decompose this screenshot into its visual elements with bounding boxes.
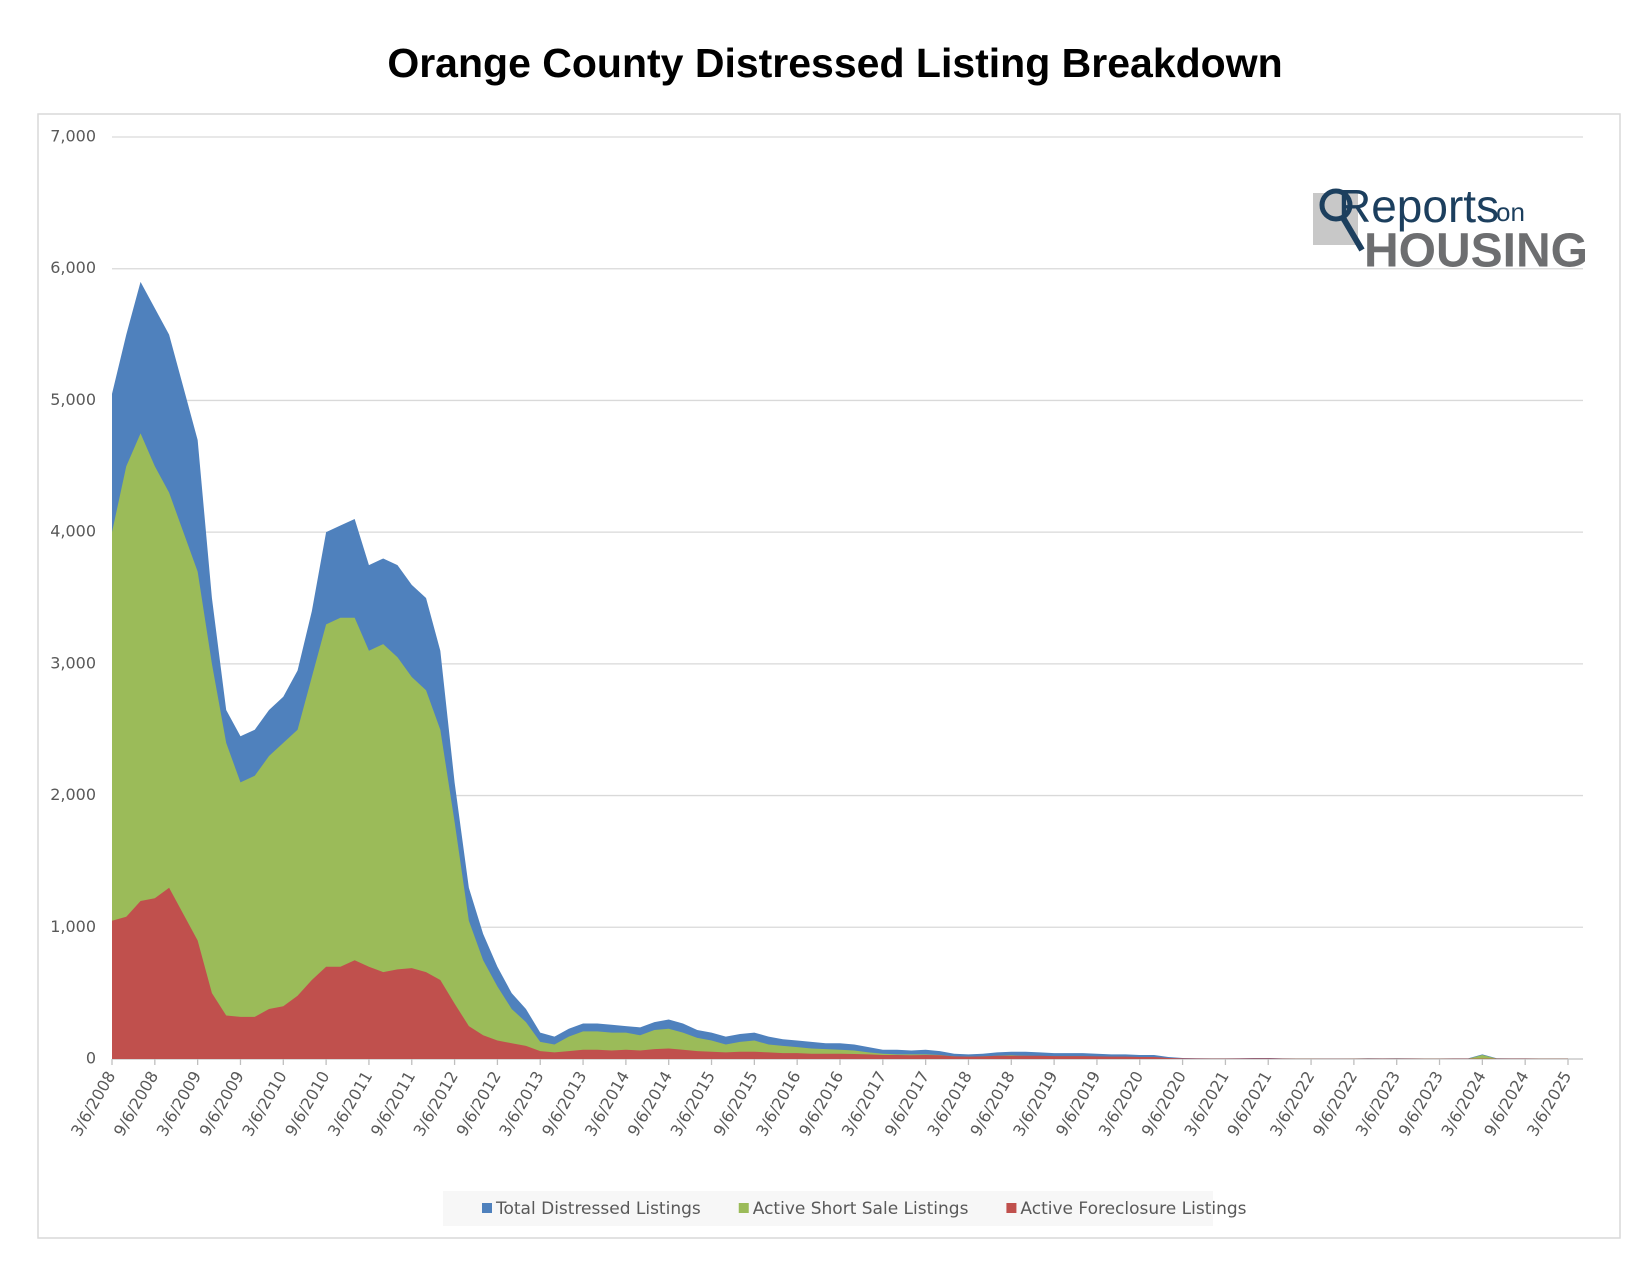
logo-text: Reports: [1338, 180, 1499, 232]
y-tick-label: 1,000: [50, 917, 96, 936]
logo-shape: [1319, 188, 1353, 222]
legend-swatch: [482, 1203, 492, 1213]
y-tick-label: 2,000: [50, 785, 96, 804]
legend-label: Active Short Sale Listings: [753, 1199, 969, 1219]
y-tick-label: 0: [86, 1049, 96, 1068]
chart-title: Orange County Distressed Listing Breakdo…: [387, 40, 1282, 86]
legend-label: Total Distressed Listings: [495, 1199, 701, 1219]
legend-box: [443, 1191, 1213, 1226]
y-tick-label: 3,000: [50, 653, 96, 672]
area: [112, 887, 1568, 1059]
legend-swatch: [738, 1203, 749, 1213]
legend-label: Active Foreclosure Listings: [1020, 1199, 1246, 1219]
y-tick-label: 4,000: [50, 522, 96, 541]
legend-swatch: [1006, 1203, 1017, 1213]
logo-text: on: [1496, 197, 1525, 227]
logo-shape: [1339, 214, 1365, 252]
y-tick-label: 6,000: [50, 258, 96, 277]
y-tick-label: 7,000: [50, 127, 96, 146]
logo-text: HOUSING: [1364, 225, 1588, 278]
y-tick-label: 5,000: [50, 390, 96, 409]
area: [112, 433, 1568, 1059]
